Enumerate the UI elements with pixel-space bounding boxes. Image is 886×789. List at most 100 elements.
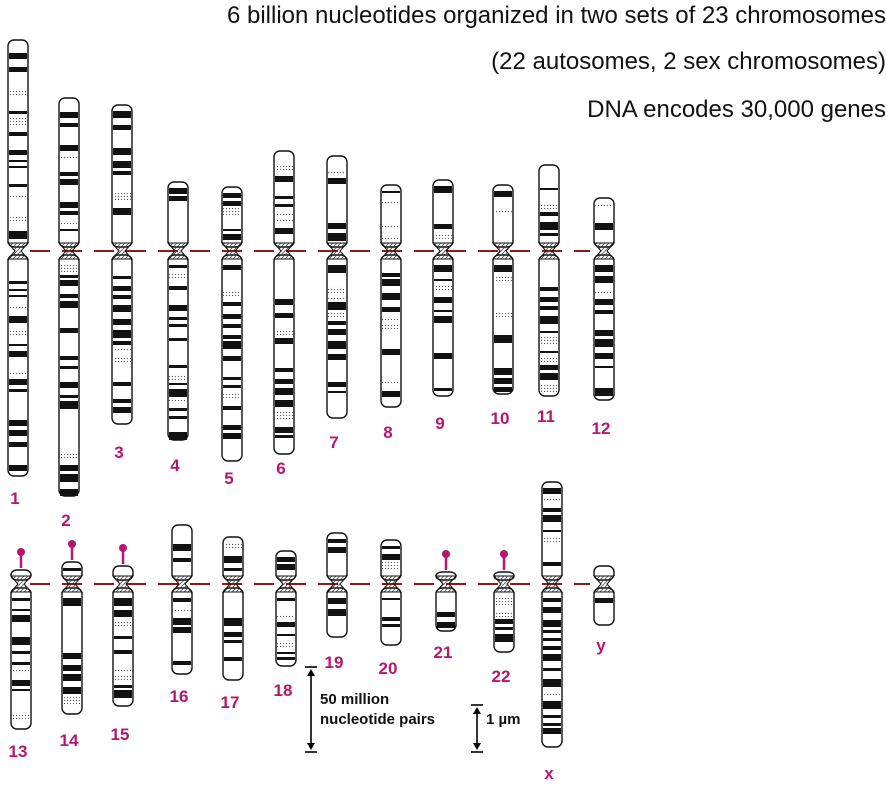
band-dark xyxy=(328,329,346,335)
band-dark xyxy=(9,132,27,136)
band-dark xyxy=(540,212,558,216)
centromere xyxy=(274,575,298,593)
band-dark xyxy=(540,365,558,370)
band-stippled xyxy=(494,277,512,281)
band-dark xyxy=(494,378,512,384)
band-dark xyxy=(114,685,132,688)
band-dark xyxy=(223,356,241,361)
band-dark xyxy=(169,416,187,419)
q-arm xyxy=(111,254,133,425)
band-dark xyxy=(595,310,613,314)
band-dark xyxy=(434,353,452,359)
band-dark xyxy=(114,598,132,606)
band-dark xyxy=(434,388,452,391)
band-stippled xyxy=(12,670,30,673)
band-stippled xyxy=(328,296,346,299)
band-dark xyxy=(434,279,452,281)
band-dark xyxy=(60,211,78,215)
band-dark xyxy=(494,368,512,375)
band-stippled xyxy=(543,538,561,544)
band-dark xyxy=(113,125,131,130)
band-dark xyxy=(60,229,78,231)
band-dark xyxy=(169,305,187,311)
satellite-knob xyxy=(442,550,450,558)
chromosome-13: 13 xyxy=(9,548,33,761)
band-dark xyxy=(382,273,400,277)
band-dark xyxy=(328,223,346,229)
band-stippled xyxy=(173,608,191,613)
chromosome-8: 8 xyxy=(379,184,403,442)
band-dark xyxy=(12,609,30,611)
band-stippled xyxy=(60,221,78,225)
band-dark xyxy=(495,627,513,630)
band-dark xyxy=(113,305,131,312)
chromosome-12: 12 xyxy=(592,197,616,438)
band-dark xyxy=(60,294,78,298)
band-stippled xyxy=(540,204,558,210)
band-dark xyxy=(277,622,295,627)
band-dark xyxy=(540,222,558,230)
satellite-knob xyxy=(500,550,508,558)
chromosome-14: 14 xyxy=(60,540,84,750)
satellite-knob xyxy=(68,540,76,548)
band-dark xyxy=(9,442,27,447)
band-dark xyxy=(169,196,187,201)
band-stippled xyxy=(224,543,242,549)
band-dark xyxy=(543,646,561,650)
band-dark xyxy=(543,515,561,522)
band-dark xyxy=(540,188,558,190)
band-dark xyxy=(328,598,346,604)
band-dark xyxy=(543,728,561,734)
band-stippled xyxy=(328,287,346,293)
band-dark xyxy=(60,112,78,118)
headline-gene-count: DNA encodes 30,000 genes xyxy=(587,96,886,123)
band-dark xyxy=(113,286,131,291)
band-dark xyxy=(9,231,27,239)
band-stippled xyxy=(328,171,346,175)
q-arm xyxy=(273,254,295,455)
band-stippled xyxy=(275,330,293,335)
band-dark xyxy=(224,632,242,637)
centromere xyxy=(592,242,616,260)
satellite-knob xyxy=(17,548,25,556)
chromosome-5: 5 xyxy=(220,186,244,488)
band-dark xyxy=(9,344,27,346)
band-dark xyxy=(223,324,241,328)
centromere xyxy=(379,242,403,260)
band-dark xyxy=(275,176,293,182)
centromere xyxy=(110,242,134,260)
band-dark xyxy=(382,307,400,312)
band-stippled xyxy=(275,412,293,420)
band-dark xyxy=(437,622,455,628)
band-dark xyxy=(382,279,400,286)
band-dark xyxy=(543,638,561,641)
centromere xyxy=(540,575,564,593)
band-dark xyxy=(277,634,295,636)
band-dark xyxy=(114,690,132,698)
band-stippled xyxy=(169,272,187,279)
band-dark xyxy=(434,265,452,272)
band-dark xyxy=(169,265,187,268)
chromosome-label-18: 18 xyxy=(274,681,293,700)
band-dark xyxy=(173,598,191,602)
band-dark xyxy=(275,196,293,199)
band-dark xyxy=(543,630,561,633)
band-dark xyxy=(328,341,346,349)
nucleotide-scale-line1: 50 million xyxy=(320,691,390,708)
band-dark xyxy=(328,539,346,543)
band-dark xyxy=(223,433,241,439)
band-dark xyxy=(113,330,131,338)
band-dark xyxy=(595,276,613,283)
band-stippled xyxy=(328,312,346,317)
band-dark xyxy=(9,316,27,323)
band-dark xyxy=(113,382,131,386)
band-dark xyxy=(114,650,132,654)
band-dark xyxy=(275,228,293,234)
band-dark xyxy=(113,171,131,175)
band-dark xyxy=(63,687,81,694)
band-stippled xyxy=(223,392,241,398)
band-dark xyxy=(434,316,452,323)
band-dark xyxy=(223,385,241,388)
band-dark xyxy=(114,636,132,639)
